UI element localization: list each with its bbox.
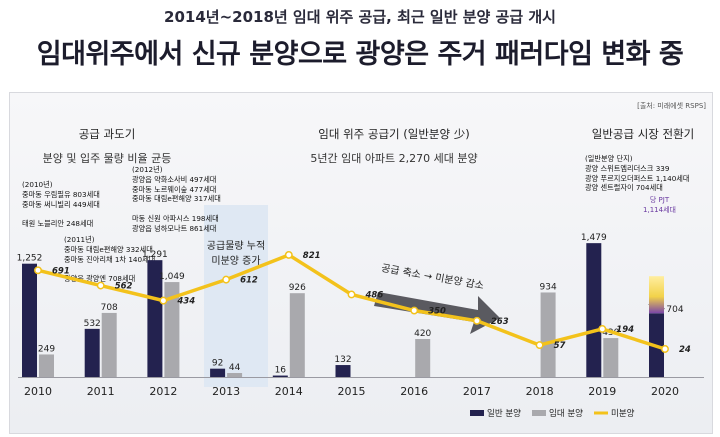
legend-general-label: 일반 분양 xyxy=(487,408,521,419)
tick-label-2016: 2016 xyxy=(400,385,428,398)
phase-2-label: 임대 위주 공급기 (일반분양 少) xyxy=(318,127,470,141)
tick-label-2015: 2015 xyxy=(338,385,366,398)
label-general-2011: 532 xyxy=(84,319,101,329)
point-unsold-2020 xyxy=(661,345,669,353)
legend-rental-swatch xyxy=(532,410,546,416)
bar-rental-2018 xyxy=(540,292,556,377)
tick-label-2013: 2013 xyxy=(212,385,240,398)
bar-rental-2011 xyxy=(101,312,117,377)
label-rental-2010: 249 xyxy=(38,344,55,354)
subtitle: 2014년~2018년 임대 위주 공급, 최근 일반 분양 공급 개시 xyxy=(164,8,556,26)
bar-general-2014 xyxy=(272,375,288,377)
note-2010: (2010년) 중마동 우림필유 803세대 중마동 써니빌리 449세대 태원… xyxy=(22,180,100,229)
point-unsold-2019 xyxy=(598,324,607,333)
tick-label-2011: 2011 xyxy=(87,385,115,398)
bar-rental-2014 xyxy=(289,293,305,377)
point-unsold-2010 xyxy=(34,266,42,275)
bar-rental-2016 xyxy=(415,338,431,377)
trend-label: 공급 축소 → 미분양 감소 xyxy=(380,262,484,292)
label-general-2012: 1,291 xyxy=(142,250,168,260)
label-unsold-2014: 821 xyxy=(303,251,321,261)
label-unsold-2016: 350 xyxy=(428,307,446,317)
tick-label-2018: 2018 xyxy=(526,385,554,398)
callout-2020-line2: 1,114세대 xyxy=(643,205,676,214)
phase-2-sub: 5년간 임대 아파트 2,270 세대 분양 xyxy=(310,152,478,165)
label-unsold-2018: 57 xyxy=(554,341,566,351)
legend-rental-label: 임대 분양 xyxy=(549,408,583,419)
bar-rental-2010 xyxy=(39,354,54,377)
point-unsold-2018 xyxy=(535,341,544,350)
legend-general-swatch xyxy=(470,410,484,416)
tick-label-2019: 2019 xyxy=(588,385,616,398)
bar-general-2012 xyxy=(147,260,163,377)
label-general-2019: 1,479 xyxy=(581,233,607,243)
source-note: [출처: 미래에셋 RSPS] xyxy=(637,102,706,110)
label-general-2014: 16 xyxy=(275,366,287,376)
phase-3-label: 일반공급 시장 전환기 xyxy=(591,127,695,141)
phase-1-label: 공급 과도기 xyxy=(78,127,136,141)
tick-label-2014: 2014 xyxy=(275,385,303,398)
bar-rental-2012 xyxy=(164,282,180,377)
callout-2020-line1: 당 PJT xyxy=(650,195,670,204)
label-rental-2014: 926 xyxy=(289,283,306,293)
note-2012: (2012년) 광양읍 약화소사비 497세대 중마동 노르웨이숲 477세대 … xyxy=(132,165,221,233)
phase-1-sub: 분양 및 입주 물량 비율 균등 xyxy=(42,152,172,165)
label-general-2015: 132 xyxy=(334,355,351,365)
accent-line-2: 미분양 증가 xyxy=(211,256,261,267)
label-general-2013: 92 xyxy=(212,359,223,369)
bar-rental-2013 xyxy=(227,373,243,377)
tick-label-2012: 2012 xyxy=(149,385,177,398)
point-unsold-2012 xyxy=(159,296,168,305)
label-rental-2013: 44 xyxy=(229,363,241,373)
point-unsold-2016 xyxy=(410,306,419,315)
label-rental-2012: 1,049 xyxy=(159,272,185,282)
page-title: 임대위주에서 신규 분양으로 광양은 주거 패러다임 변화 중 xyxy=(36,39,684,70)
bar-general-2010 xyxy=(22,263,37,377)
line-unsold xyxy=(37,253,666,351)
point-unsold-2011 xyxy=(96,281,105,290)
label-rental-2016: 420 xyxy=(414,329,431,339)
point-unsold-2014 xyxy=(284,251,293,259)
bar-general-2011 xyxy=(84,328,100,377)
note-2019: (일반분양 단지) 광양 스위트엠리더스크 339 광양 푸르지오더퍼스트 1,… xyxy=(585,154,690,193)
accent-band-2013 xyxy=(204,205,268,387)
tick-label-2010: 2010 xyxy=(24,385,52,398)
bar-stack-2020 xyxy=(649,276,664,314)
label-unsold-2013: 612 xyxy=(240,276,258,286)
tick-label-2020: 2020 xyxy=(651,385,679,398)
point-unsold-2015 xyxy=(347,290,356,299)
bar-general-2013 xyxy=(210,368,226,377)
accent-line-1: 공급물량 누적 xyxy=(206,241,266,252)
bar-general-2015 xyxy=(335,365,351,377)
tick-label-2017: 2017 xyxy=(463,385,491,398)
bar-general-2019 xyxy=(586,243,602,377)
point-unsold-2017 xyxy=(472,316,481,325)
label-unsold-2017: 263 xyxy=(491,317,509,327)
label-2020-base: 704 xyxy=(666,305,683,315)
label-unsold-2011: 562 xyxy=(115,282,133,292)
label-rental-2011: 708 xyxy=(101,303,118,313)
point-unsold-2013 xyxy=(222,275,231,284)
bar-rental-2019 xyxy=(603,338,619,377)
label-unsold-2012: 434 xyxy=(176,297,195,307)
label-unsold-2020: 24 xyxy=(679,345,691,355)
label-unsold-2010: 691 xyxy=(52,266,70,276)
legend-unsold-label: 미분양 xyxy=(611,408,635,419)
label-general-2010: 1,252 xyxy=(17,254,43,264)
label-unsold-2019: 194 xyxy=(616,325,634,335)
label-rental-2018: 934 xyxy=(540,282,557,292)
label-unsold-2015: 486 xyxy=(365,290,384,300)
